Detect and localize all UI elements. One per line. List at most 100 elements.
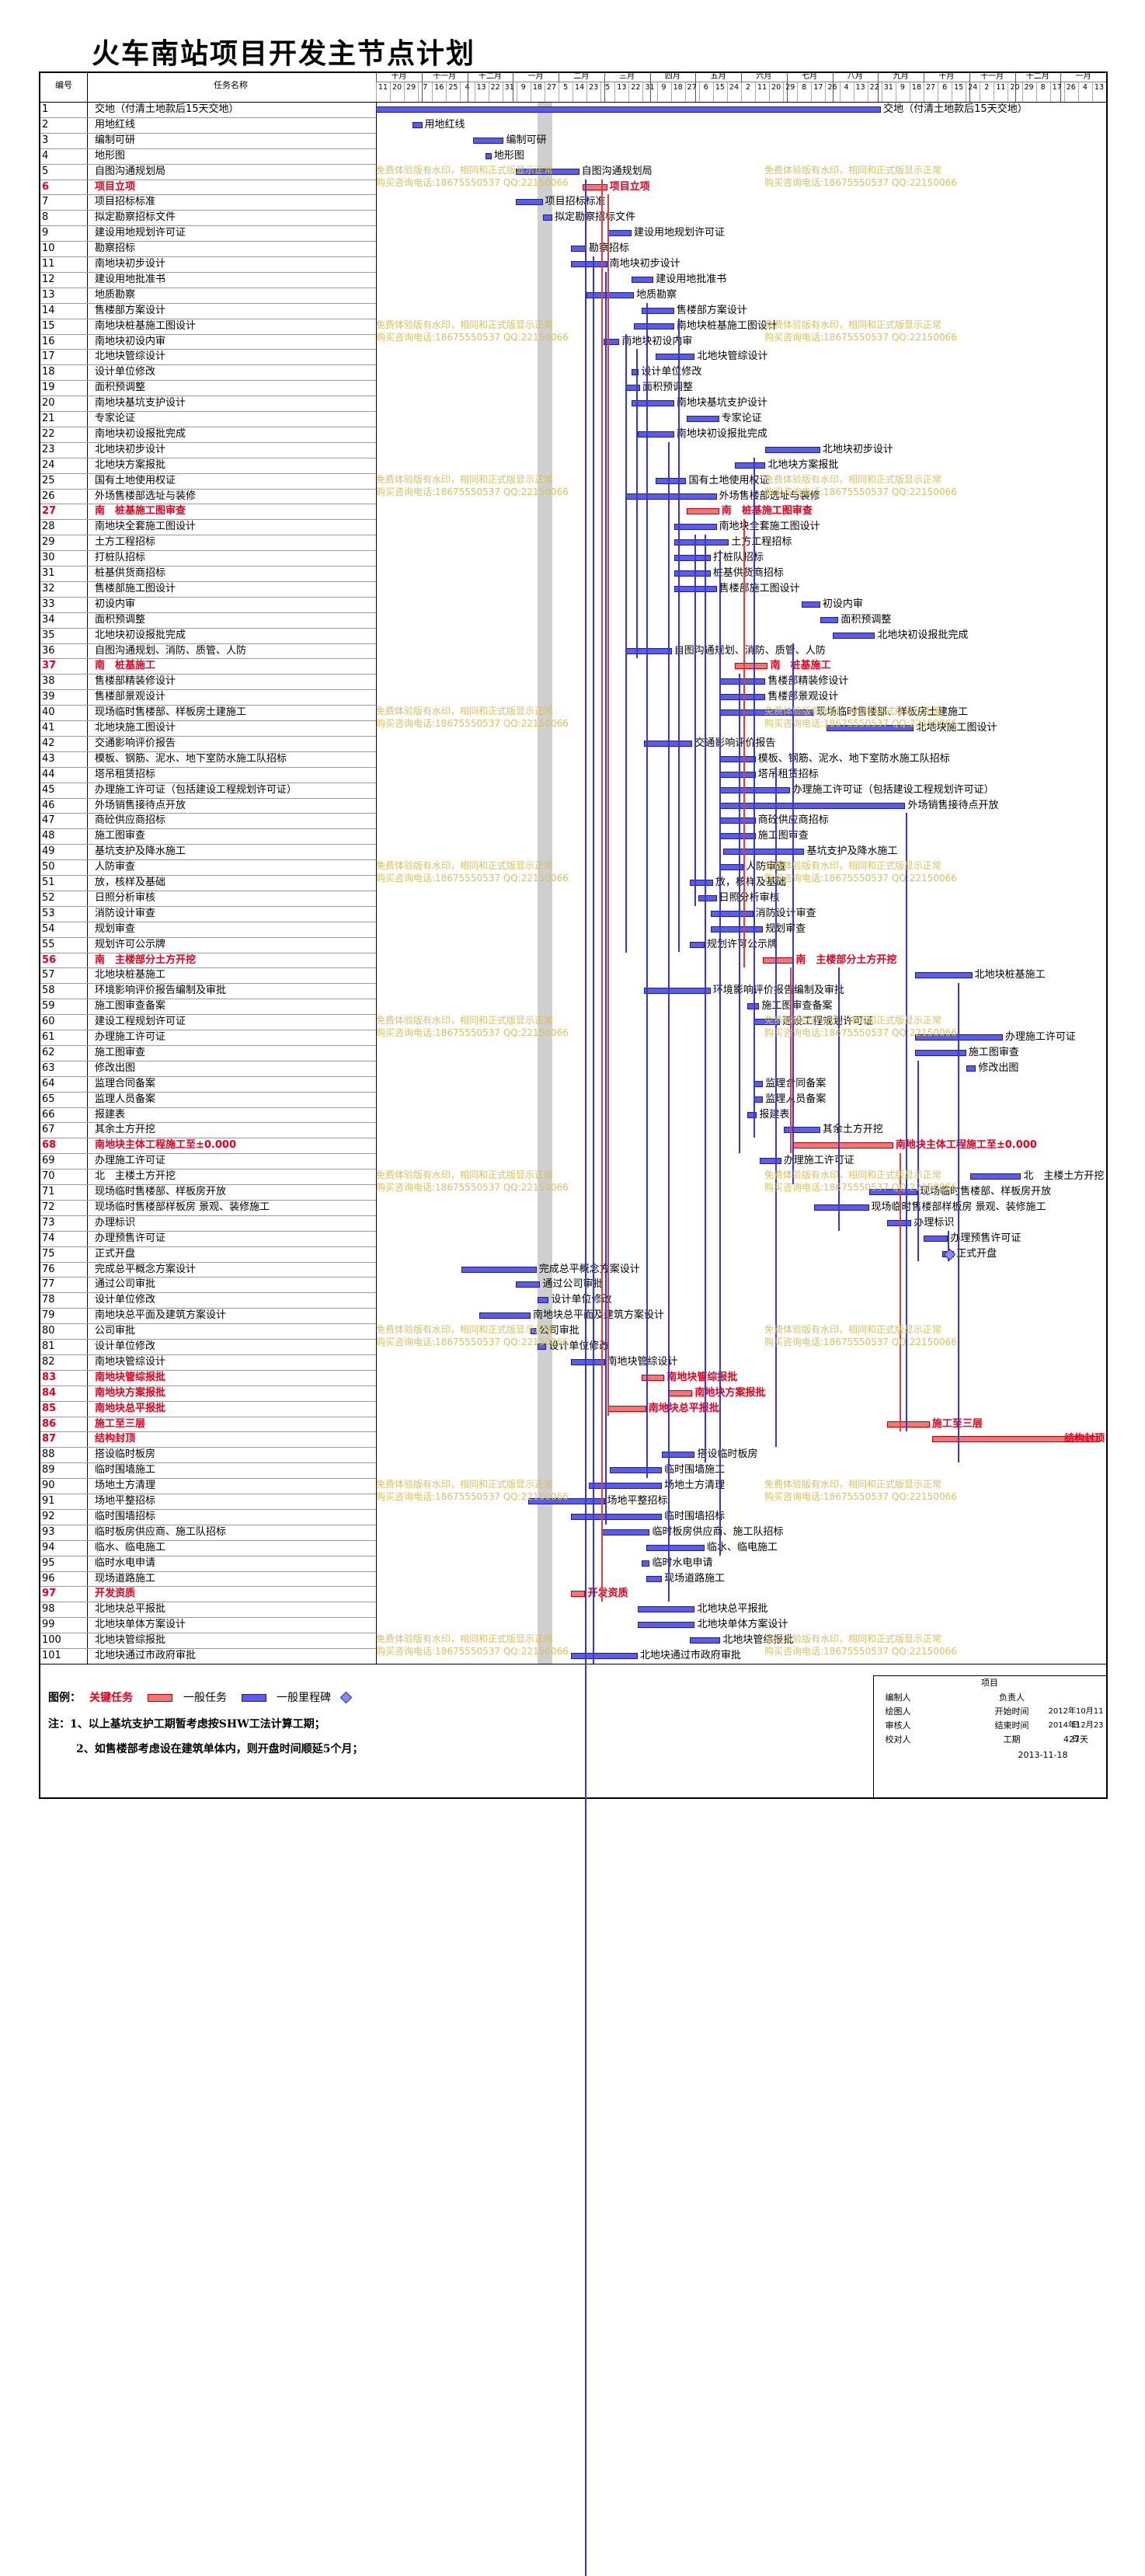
gantt-bar-label: 场地土方清理 [664,1480,725,1492]
task-id: 34 [42,612,55,627]
row-line [40,1586,376,1587]
task-id: 14 [42,303,55,318]
day-divider [460,82,461,102]
gantt-bar [589,1483,662,1489]
task-id: 29 [42,535,55,549]
task-id: 92 [42,1509,55,1524]
day-label: 25 [446,82,460,93]
gantt-bar [571,246,586,252]
watermark-text: 免费体验版有水印，相同和正式版显示正常 [376,1169,553,1181]
watermark-text: 免费体验版有水印，相同和正式版显示正常 [764,1633,941,1645]
month-label: 十二月 [1015,72,1061,82]
gantt-bar-label: 地质勘察 [636,289,677,302]
gantt-bar [638,1606,695,1612]
task-id: 67 [42,1122,55,1137]
day-divider [600,82,601,102]
gantt-bar [516,1281,540,1288]
row-line [40,597,376,598]
gantt-bar-label: 建设用地规划许可证 [634,227,725,239]
dependency-link [678,319,680,953]
task-name: 临时水电申请 [95,1556,155,1570]
task-id: 74 [42,1231,55,1246]
task-id: 78 [42,1292,55,1307]
gantt-bar-label: 临水、临电施工 [707,1542,778,1554]
gantt-bar-label: 外场销售接待点开放 [908,800,999,812]
row-line [40,937,376,938]
watermark-text: 免费体验版有水印，相同和正式版显示正常 [376,1633,553,1645]
row-line [40,1323,376,1324]
day-label: 23 [586,82,600,93]
row-line [40,1339,376,1340]
task-name: 售楼部精装修设计 [95,674,176,688]
gantt-bar [543,214,553,221]
gantt-bar [802,601,820,608]
row-line [40,1462,376,1463]
gantt-bar [668,1390,692,1396]
gantt-bar-label: 南地块管综报批 [666,1372,737,1384]
task-name: 塔吊租赁招标 [95,767,155,782]
row-line [40,798,376,799]
day-label: 29 [404,82,418,93]
watermark-text: 购买咨询电话:18675550537 QQ:22150066 [376,176,569,189]
task-id: 100 [42,1633,61,1647]
task-id: 97 [42,1586,56,1601]
dependency-link [958,983,959,1462]
watermark-text: 免费体验版有水印，相同和正式版显示正常 [376,319,553,331]
task-id: 6 [42,180,49,194]
task-id: 56 [42,953,56,967]
gantt-bar [719,833,756,839]
day-label: 13 [1092,82,1106,93]
gantt-bar-label: 临时板房供应商、施工队招标 [653,1526,784,1539]
task-id: 94 [42,1540,55,1555]
gantt-bar-label: 初设内审 [823,598,863,611]
gantt-bar [461,1267,537,1273]
task-id: 51 [42,875,55,890]
dependency-link [646,303,648,1478]
gantt-bar [607,230,632,236]
task-name: 建设工程规划许可证 [95,1014,186,1029]
legend-normal-label: 一般任务 [183,1689,227,1705]
task-id: 84 [42,1386,56,1400]
day-divider [671,82,672,102]
task-id: 48 [42,828,55,843]
task-name: 北 主楼土方开挖 [95,1169,176,1183]
dependency-link [625,334,627,953]
task-id: 37 [42,658,56,673]
watermark-text: 免费体验版有水印，相同和正式版显示正常 [764,164,941,176]
task-name: 地形图 [95,148,125,163]
task-name: 北地块初步设计 [95,442,165,457]
task-id: 49 [42,844,55,859]
row-line [40,148,376,149]
day-label: 6 [938,82,952,93]
task-name: 临水、临电施工 [95,1540,165,1555]
day-divider [446,82,447,102]
task-name: 南地块管综设计 [95,1354,165,1369]
task-id: 72 [42,1200,55,1215]
task-id: 79 [42,1308,55,1323]
task-id: 25 [42,473,55,488]
gantt-bar-label: 搭设临时板房 [697,1448,757,1461]
task-name: 南地块初步设计 [95,256,165,271]
task-id: 77 [42,1277,55,1291]
gantt-bar-label: 桩基供货商招标 [713,567,784,580]
task-id: 75 [42,1246,55,1261]
day-label: 9 [517,82,531,93]
task-id: 60 [42,1014,55,1029]
task-name: 搭设临时板房 [95,1447,155,1462]
task-name: 拟定勘察招标文件 [95,210,176,225]
task-name: 现场临时售楼部样板房 景观、装修施工 [95,1200,270,1215]
gantt-bar [719,756,756,762]
task-name: 临时围墙招标 [95,1509,155,1524]
gantt-bar-label: 南地块基坑支护设计 [677,397,767,410]
row-line [40,1354,376,1355]
task-name: 外场销售接待点开放 [95,798,186,813]
gantt-bar-label: 售楼部施工图设计 [719,583,800,595]
row-line [40,550,376,551]
gantt-bar-label: 面积预调整 [840,614,891,626]
gantt-bar-label: 场地平整招标 [607,1495,668,1508]
gantt-bar [646,1576,662,1582]
task-id: 90 [42,1478,55,1493]
info-checker: 校对人 [875,1733,921,1747]
watermark-text: 购买咨询电话:18675550537 QQ:22150066 [764,331,957,343]
gantt-bar-label: 南地块总平报批 [649,1403,719,1415]
